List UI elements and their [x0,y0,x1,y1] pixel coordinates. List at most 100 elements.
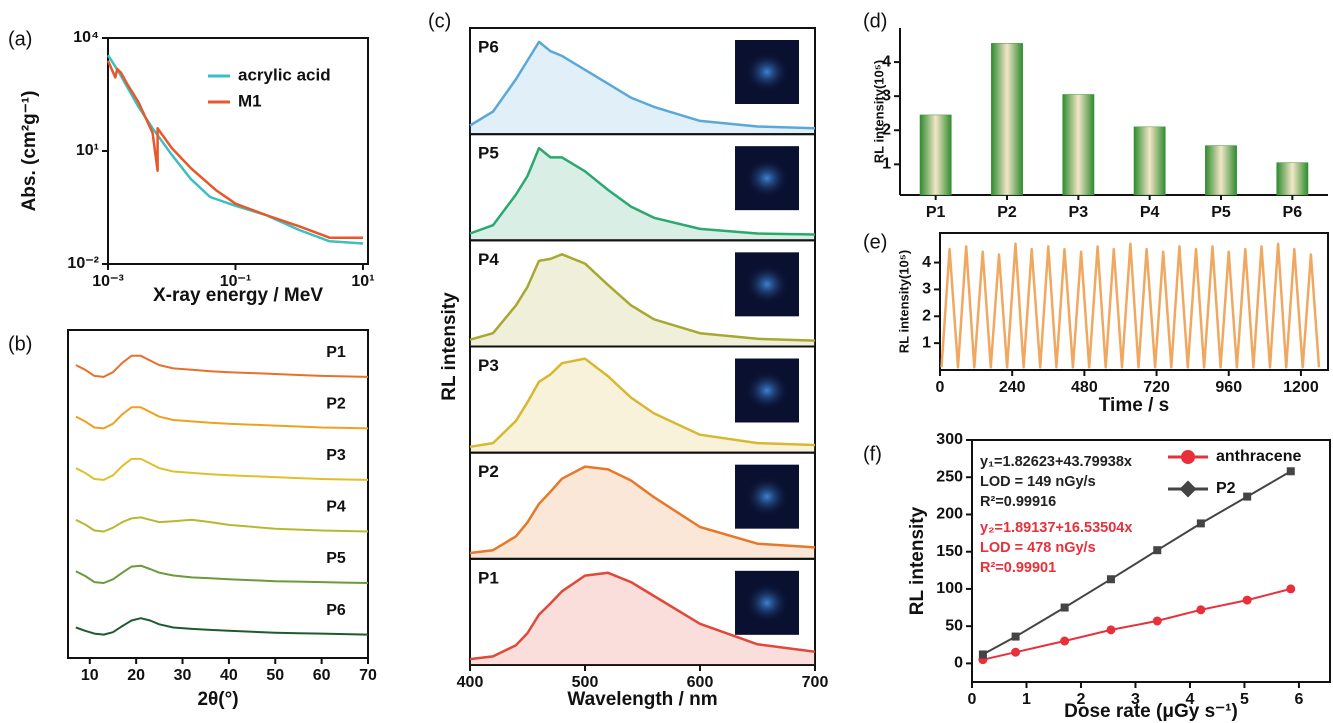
data-line [75,516,369,533]
x-tick-label: P2 [997,204,1017,221]
y-tick-label: 300 [936,431,963,448]
x-axis-label: Time / s [1099,395,1169,416]
y-axis-label: RL intensity(10⁵) [896,250,911,353]
legend-marker [1181,450,1195,464]
x-axis-label: X-ray energy / MeV [153,285,323,306]
bar [919,114,952,196]
annotation: R²=0.99916 [980,494,1056,510]
y-axis-label: RL intensity [907,506,928,615]
series-label: P5 [326,550,346,567]
data-line [469,253,816,342]
bar [991,43,1023,196]
fit-line [982,587,1292,661]
y-tick-label: 3 [882,87,891,104]
legend-label: P2 [1216,480,1236,497]
x-tick-label: 10⁻¹ [220,273,252,290]
x-axis-label: Wavelength / nm [567,689,717,710]
annotation: R²=0.99901 [980,560,1056,576]
data-line [469,571,816,661]
marker [1242,595,1252,605]
plot-frame [939,232,1329,371]
data-line [75,564,369,584]
marker [1011,647,1021,657]
x-tick-label: 10¹ [351,273,374,290]
x-tick-label: 30 [174,667,192,684]
marker [1060,603,1069,612]
data-line [75,457,369,481]
x-axis-label: Dose rate (μGy s⁻¹) [1064,701,1238,722]
marker [1153,546,1162,555]
bar [1062,94,1095,196]
series-label: P3 [326,447,346,464]
y-tick-label: 250 [936,468,963,485]
x-tick-label: 960 [1215,379,1242,396]
x-tick-label: 480 [1071,379,1098,396]
y-tick-label: 1 [922,334,931,351]
data-line [106,54,364,245]
legend-label: anthracene [1216,448,1301,465]
x-tick-label: P1 [926,204,946,221]
x-tick-label: 40 [220,667,238,684]
series-label: P4 [326,499,346,516]
inset-glow [745,264,789,305]
plot-frame [67,329,369,659]
y-tick-label: 3 [922,281,931,298]
x-tick-label: 1200 [1283,379,1319,396]
x-tick-label: 4 [1186,691,1195,708]
area [470,41,815,135]
y-tick-label: 4 [922,254,931,271]
series-label: P4 [478,250,499,269]
x-tick-label: P6 [1283,204,1303,221]
data-line [469,357,816,449]
data-line [469,465,816,555]
bar [1276,162,1309,196]
x-tick-label: 5 [1240,691,1249,708]
fit-line [982,470,1292,656]
annotation: y₂=1.89137+16.53504x [980,520,1132,536]
data-line [940,242,1321,369]
bar [1205,145,1237,196]
series-label: P2 [478,462,499,481]
area [470,148,815,241]
x-tick-label: 50 [266,667,284,684]
series-label: P2 [326,396,346,413]
legend-label: acrylic acid [238,65,331,84]
marker [1060,636,1070,646]
x-tick-label: P4 [1140,204,1160,221]
legend-marker [1179,480,1197,498]
series-label: P5 [478,144,499,163]
data-line [75,617,369,636]
data-line [75,354,369,378]
y-tick-label: 0 [954,655,963,672]
y-tick-label: 200 [936,506,963,523]
y-tick-label: 150 [936,543,963,560]
x-tick-label: 500 [572,674,599,691]
x-tick-label: 0 [936,379,945,396]
marker [1106,575,1115,584]
y-tick-label: 10⁴ [73,29,99,46]
x-tick-label: 720 [1143,379,1170,396]
inset-glow [745,476,789,517]
x-tick-label: 240 [999,379,1026,396]
series-label: P6 [478,37,499,56]
y-tick-label: 2 [922,307,931,324]
panel-label: (a) [8,28,32,50]
data-line [469,40,816,130]
x-tick-label: 6 [1294,691,1303,708]
marker [1196,605,1206,615]
x-tick-label: 700 [802,674,829,691]
x-tick-label: 400 [457,674,484,691]
y-axis-label: RL intensity(10⁵) [871,60,886,163]
panel-label: (f) [863,443,882,465]
plot-frame [971,439,1331,683]
x-tick-label: 60 [313,667,331,684]
marker [1286,584,1296,594]
x-tick-label: 1 [1022,691,1031,708]
y-tick-label: 1 [882,156,891,173]
annotation: LOD = 478 nGy/s [980,540,1096,556]
legend-label: M1 [238,91,262,110]
x-tick-label: P5 [1211,204,1231,221]
y-tick-label: 4 [882,53,891,70]
